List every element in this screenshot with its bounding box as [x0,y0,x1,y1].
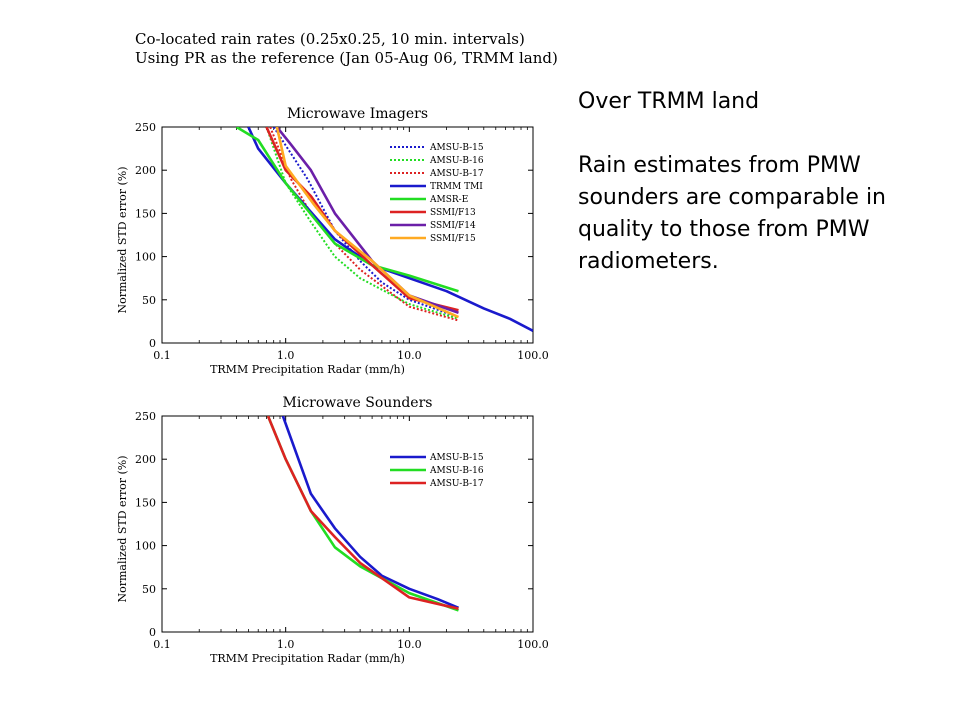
chart-1-legend-label-trmm-tmi: TRMM TMI [430,182,483,192]
chart-1-series-amsu-b-15 [272,127,459,319]
chart-1-legend-label-ssmi-f15: SSMI/F15 [430,234,476,244]
chart-1-legend-label-amsr-e: AMSR-E [429,195,468,205]
chart-1-legend-label-amsu-b-16: AMSU-B-16 [429,156,484,166]
chart-2-series-amsu-b-17 [266,416,459,610]
chart-2-ytick-label: 150 [135,496,156,509]
chart-2-ytick-label: 0 [149,626,156,639]
chart-1-title: Microwave Imagers [287,106,428,122]
chart-1-xtick-label: 0.1 [153,349,171,362]
chart-1-series-amsu-b-16 [265,127,459,320]
chart-header: Co-located rain rates (0.25x0.25, 10 min… [135,30,558,68]
chart-1-frame [161,126,534,344]
chart-2-legend-label-amsu-b-16: AMSU-B-16 [429,466,484,476]
chart-1-ytick-label: 0 [149,337,156,350]
chart-1-xtick-label: 1.0 [277,349,295,362]
chart-1-series-amsu-b-17 [269,127,459,322]
chart-1-xlabel: TRMM Precipitation Radar (mm/h) [210,363,405,376]
chart-2-xtick-label: 0.1 [153,638,171,651]
chart-1-legend-label-ssmi-f14: SSMI/F14 [430,221,476,231]
chart-2-legend-label-amsu-b-17: AMSU-B-17 [429,479,484,489]
chart-1-series-ssmi-f15 [275,127,460,319]
chart-2-xtick-label: 1.0 [277,638,295,651]
chart-2-ytick-label: 100 [135,540,156,553]
header-line-1: Co-located rain rates (0.25x0.25, 10 min… [135,30,525,48]
chart-2-ytick-label: 50 [142,583,156,596]
chart-1-ytick-label: 150 [135,207,156,220]
chart-2-ytick-label: 200 [135,453,156,466]
chart-1-series-trmm-tmi [247,127,533,333]
chart-2-xtick-label: 100.0 [517,638,549,651]
chart-2-series-amsu-b-15 [281,416,459,610]
chart-2-series-amsu-b-16 [266,416,459,612]
chart-2-ytick-label: 250 [135,410,156,423]
chart-1-ytick-label: 100 [135,251,156,264]
chart-1-series-amsr-e [235,127,459,293]
chart-1-xtick-label: 10.0 [397,349,422,362]
note-body: Rain estimates from PMW sounders are com… [578,153,886,274]
chart-2-xtick-label: 10.0 [397,638,422,651]
summary-note: Over TRMM land Rain estimates from PMW s… [578,86,948,310]
chart-1-ytick-label: 200 [135,164,156,177]
chart-2-xlabel: TRMM Precipitation Radar (mm/h) [210,652,405,665]
chart-2-frame [161,415,534,633]
chart-2-ylabel: Normalized STD error (%) [116,455,129,602]
chart-1-ylabel: Normalized STD error (%) [116,166,129,313]
chart-2-title: Microwave Sounders [283,395,433,411]
chart-1-legend-label-ssmi-f13: SSMI/F13 [430,208,476,218]
chart-1-xtick-label: 100.0 [517,349,549,362]
chart-1-ytick-label: 50 [142,294,156,307]
header-line-2: Using PR as the reference (Jan 05-Aug 06… [135,49,558,67]
chart-2-legend-label-amsu-b-15: AMSU-B-15 [429,453,484,463]
chart-1-legend-label-amsu-b-17: AMSU-B-17 [429,169,484,179]
chart-1-ytick-label: 250 [135,121,156,134]
note-heading: Over TRMM land [578,89,760,114]
chart-1-legend-label-amsu-b-15: AMSU-B-15 [429,143,484,153]
